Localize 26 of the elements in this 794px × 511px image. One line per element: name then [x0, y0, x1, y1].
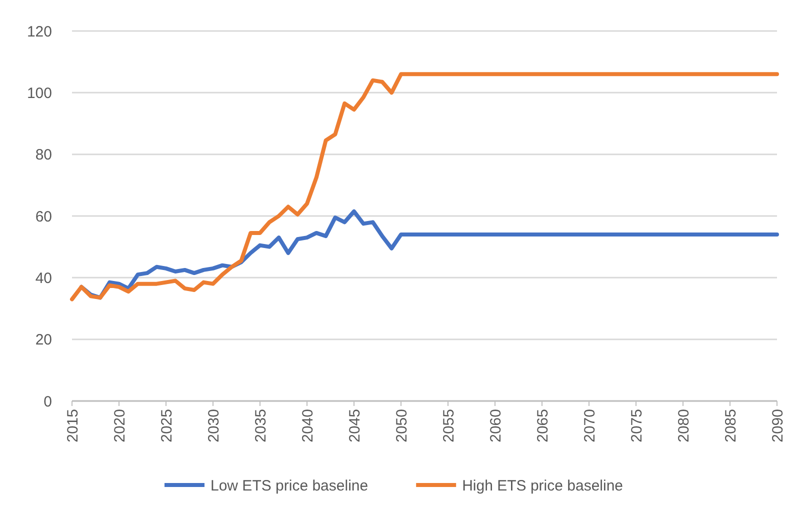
x-tick-label: 2025 — [158, 409, 176, 442]
y-tick-label: 100 — [26, 84, 52, 102]
y-tick-label: 60 — [35, 208, 52, 226]
x-tick-label: 2065 — [534, 409, 552, 442]
x-tick-label: 2080 — [675, 409, 692, 442]
y-tick-label: 80 — [35, 146, 52, 164]
legend-label: Low ETS price baseline — [210, 477, 368, 494]
x-tick-label: 2090 — [769, 409, 786, 442]
x-tick-label: 2085 — [722, 409, 740, 442]
legend-label: High ETS price baseline — [462, 477, 624, 494]
y-tick-label: 0 — [44, 393, 52, 410]
x-tick-label: 2070 — [581, 409, 598, 442]
x-tick-label: 2035 — [252, 409, 270, 442]
y-tick-label: 20 — [35, 332, 52, 349]
x-tick-label: 2015 — [64, 409, 82, 442]
x-tick-label: 2060 — [487, 409, 504, 442]
y-tick-label: 40 — [35, 270, 52, 287]
x-tick-label: 2055 — [440, 409, 458, 442]
x-tick-label: 2040 — [299, 409, 316, 442]
y-tick-label: 120 — [26, 23, 52, 40]
x-tick-label: 2075 — [628, 409, 646, 442]
line-series — [70, 72, 779, 302]
x-tick-label: 2030 — [205, 409, 222, 442]
x-tick-label: 2020 — [111, 409, 128, 442]
x-tick-label: 2050 — [393, 409, 410, 442]
x-tick-label: 2045 — [346, 409, 364, 442]
